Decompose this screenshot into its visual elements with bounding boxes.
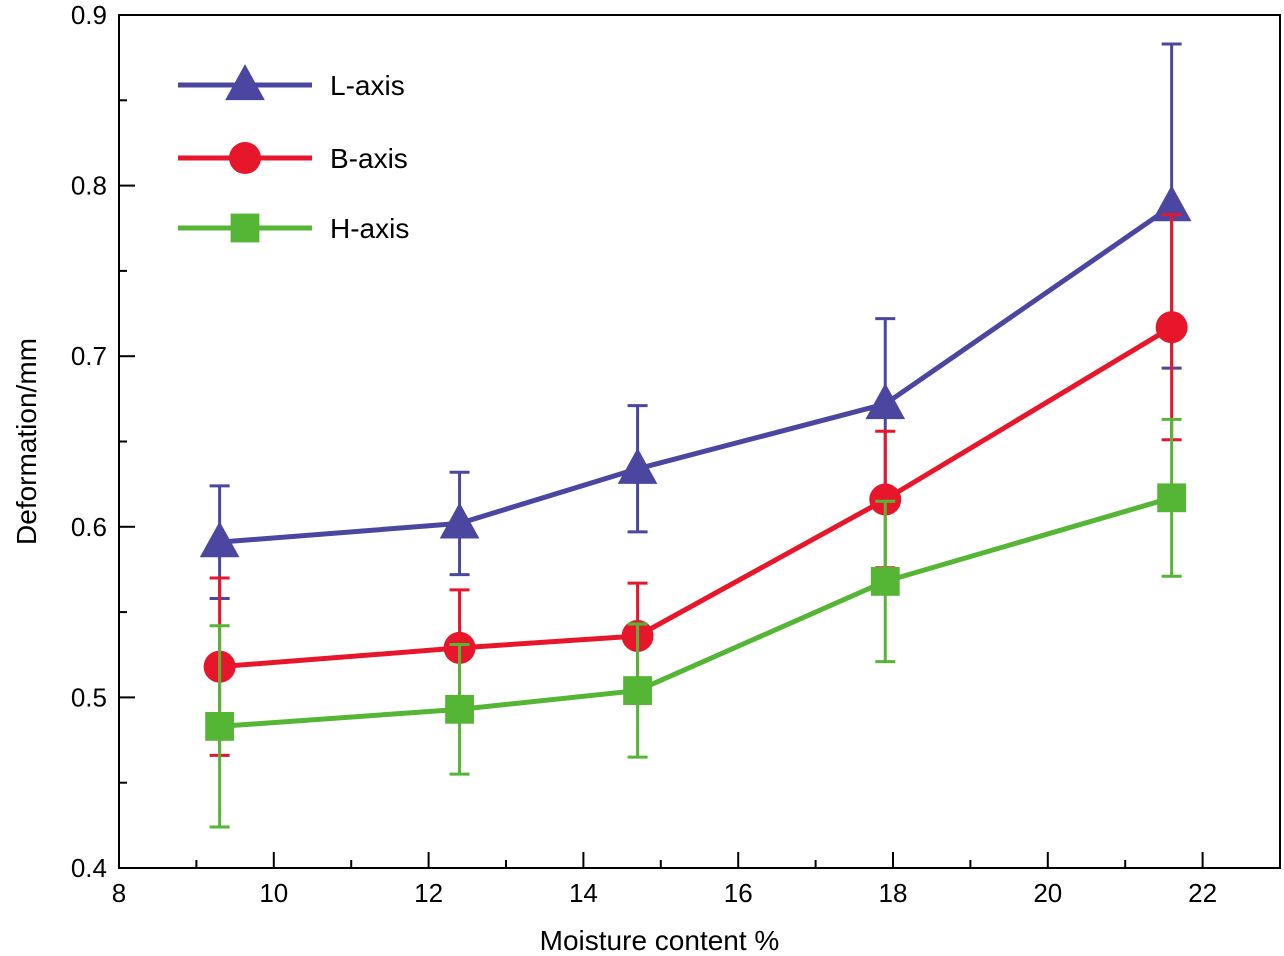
y-tick-label: 0.5 — [71, 682, 107, 712]
x-tick-label: 10 — [259, 878, 288, 908]
data-point — [617, 447, 658, 484]
series-h-axis — [205, 417, 1187, 829]
data-point — [439, 502, 480, 539]
data-point — [199, 521, 240, 558]
data-point — [1157, 483, 1187, 513]
data-point — [623, 676, 652, 705]
x-axis-ticks: 8 10 12 14 16 18 20 22 — [112, 852, 1217, 908]
legend-item-b-axis: B-axis — [178, 142, 408, 174]
x-tick-label: 18 — [879, 878, 908, 908]
data-point — [870, 566, 900, 596]
x-tick-label: 20 — [1033, 878, 1062, 908]
data-point — [205, 712, 235, 741]
legend-item-h-axis: H-axis — [178, 213, 409, 244]
x-tick-label: 22 — [1188, 878, 1217, 908]
legend: L-axis B-axis H-axis — [178, 64, 409, 244]
legend-label: L-axis — [330, 70, 405, 101]
plot-frame — [118, 14, 1281, 869]
data-point — [1155, 311, 1188, 344]
plot-area — [199, 42, 1192, 829]
series-line — [219, 325, 1173, 670]
x-tick-label: 14 — [569, 878, 598, 908]
legend-item-l-axis: L-axis — [178, 64, 405, 101]
legend-marker — [230, 213, 260, 243]
x-tick-label: 8 — [112, 878, 126, 908]
legend-label: B-axis — [330, 143, 408, 174]
legend-marker — [225, 64, 265, 101]
data-point — [869, 483, 902, 516]
x-tick-label: 12 — [414, 878, 443, 908]
series-l-axis — [199, 42, 1192, 600]
y-tick-label: 0.8 — [71, 171, 107, 201]
data-point — [1151, 185, 1192, 222]
y-tick-label: 0.4 — [71, 853, 107, 883]
x-axis-title: Moisture content % — [540, 925, 780, 956]
data-point — [445, 694, 474, 724]
y-axis-ticks: 0.4 0.5 0.6 0.7 0.8 0.9 — [71, 0, 135, 883]
data-point — [865, 383, 906, 420]
y-tick-label: 0.9 — [71, 0, 107, 30]
y-axis-title: Deformation/mm — [11, 338, 42, 545]
legend-marker — [229, 142, 261, 174]
series-line — [219, 204, 1174, 545]
y-tick-label: 0.6 — [71, 512, 107, 542]
x-tick-label: 16 — [724, 878, 753, 908]
legend-label: H-axis — [330, 213, 409, 244]
y-tick-label: 0.7 — [71, 341, 107, 371]
axes: 8 10 12 14 16 18 20 22 0.4 0.5 0.6 0.7 0.8 0.9 Moist… — [11, 0, 1281, 956]
